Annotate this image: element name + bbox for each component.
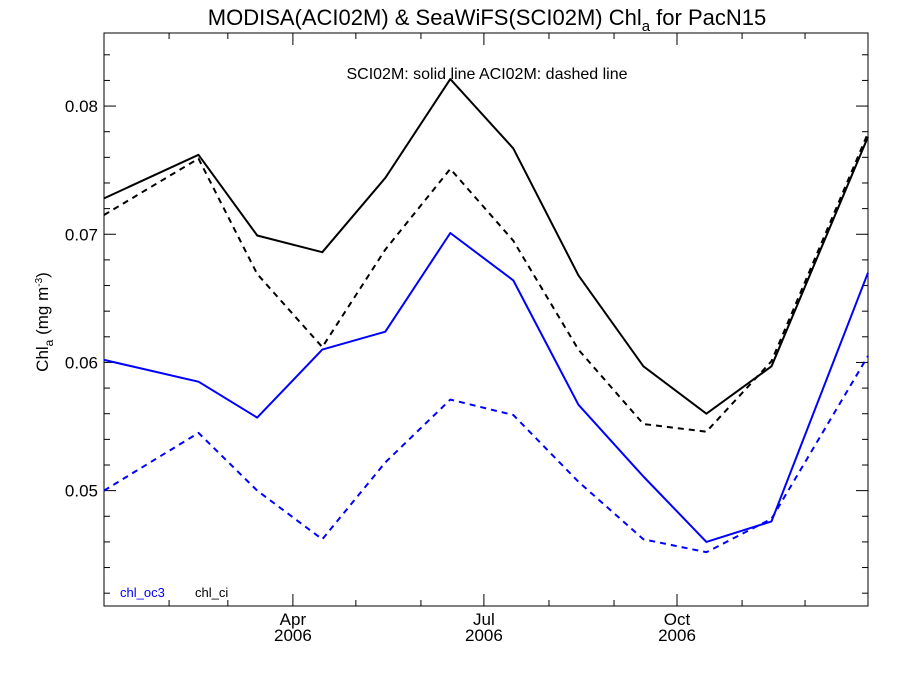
y-axis-label-unit: (mg m (33, 287, 52, 340)
chart-annotation: SCI02M: solid line ACI02M: dashed line (346, 66, 627, 83)
y-axis-label-unit-close: ) (33, 272, 52, 278)
chart-title-tail: for PacN15 (650, 5, 766, 30)
y-axis-label-subscript: a (42, 339, 56, 346)
y-tick-label: 0.06 (65, 353, 98, 372)
y-axis-label-main: Chl (33, 346, 52, 372)
chart-title: MODISA(ACI02M) & SeaWiFS(SCI02M) Chla fo… (208, 5, 766, 35)
series-line-aci02m-chl-ci (103, 132, 869, 433)
y-tick-label: 0.07 (65, 225, 98, 244)
legend-item-chl-oc3: chl_oc3 (120, 585, 165, 600)
y-tick-label: 0.05 (65, 482, 98, 501)
y-ticks: 0.05 0.06 0.07 0.08 (65, 54, 868, 594)
chart-title-subscript: a (642, 18, 651, 35)
series-line-sci02m-chl-ci (103, 78, 869, 415)
legend-item-chl-ci: chl_ci (195, 585, 228, 600)
x-tick-label-year: 2006 (658, 626, 696, 645)
x-tick-label-year: 2006 (274, 626, 312, 645)
x-tick-label-year: 2006 (465, 626, 503, 645)
plot-frame (103, 32, 869, 607)
legend: chl_oc3 chl_ci (120, 585, 228, 600)
x-tick-label-month: Jul (473, 610, 495, 629)
series-lines (103, 78, 869, 554)
x-tick-label-month: Apr (280, 610, 307, 629)
series-line-aci02m-chl-oc3 (103, 355, 869, 554)
y-axis-label-unit-superscript: -3 (34, 277, 45, 286)
y-tick-label: 0.08 (65, 97, 98, 116)
chart-title-main: MODISA(ACI02M) & SeaWiFS(SCI02M) Chl (208, 5, 642, 30)
series-line-sci02m-chl-oc3 (103, 232, 869, 543)
y-axis-label: Chla (mg m-3) (33, 272, 56, 372)
x-tick-label-month: Oct (664, 610, 691, 629)
